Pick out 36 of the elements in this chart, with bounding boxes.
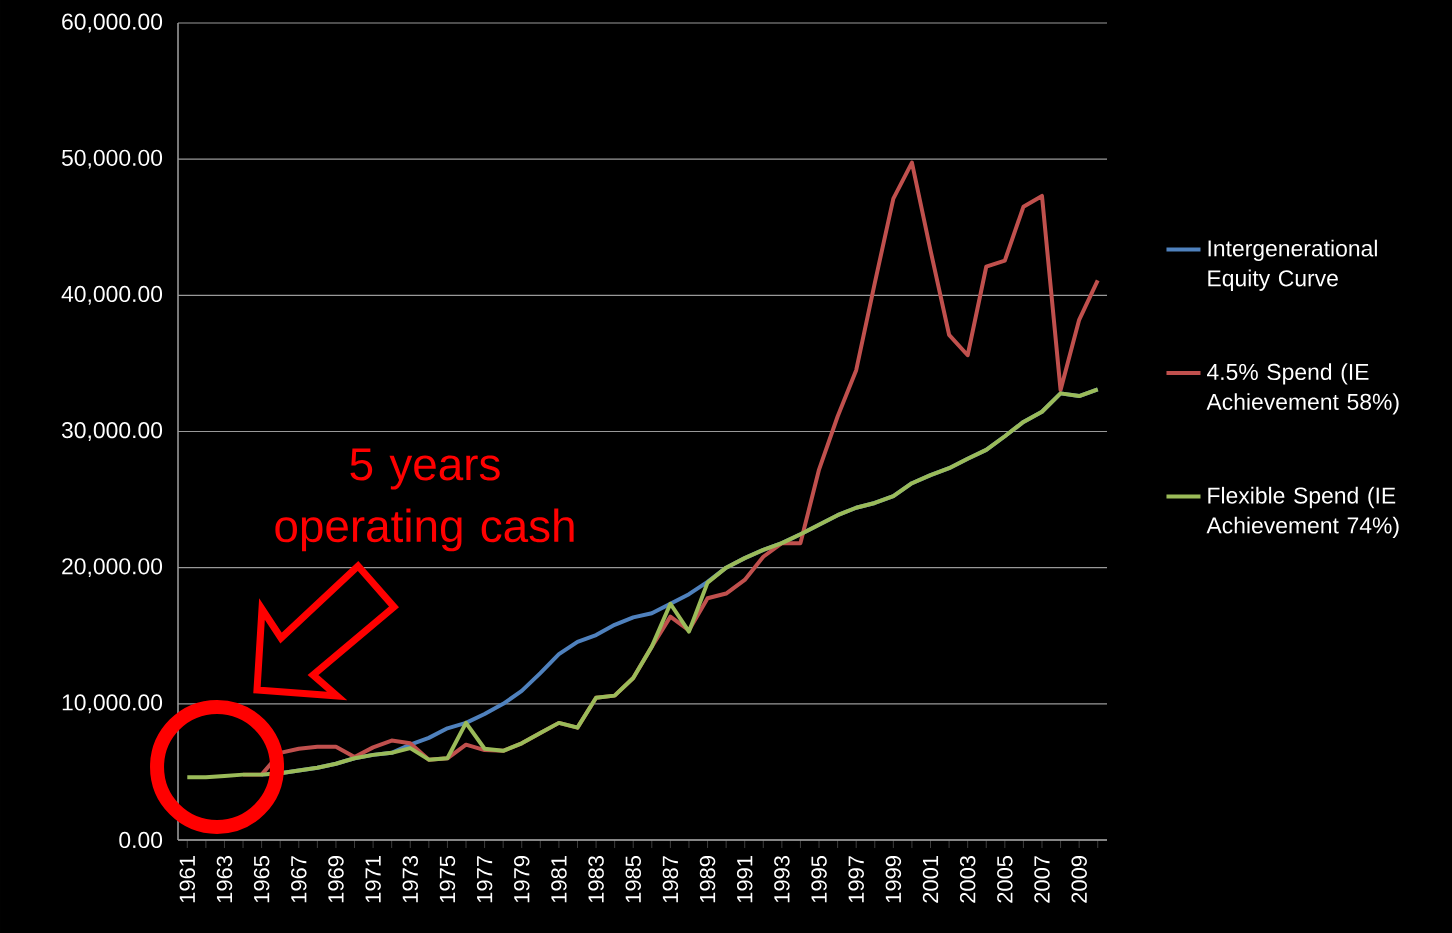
x-tick-label: 1971 xyxy=(365,856,381,903)
x-tick-label: 1963 xyxy=(216,856,233,903)
x-tick-label: 1997 xyxy=(848,856,864,903)
y-tick-label: 10,000.00 xyxy=(62,694,163,714)
y-tick-label: 50,000.00 xyxy=(61,149,163,169)
x-tick-label: 1965 xyxy=(253,855,270,903)
legend-label: Intergenerational Equity Curve xyxy=(1208,239,1377,291)
x-tick-label: 1961 xyxy=(179,856,196,903)
y-tick-label: 30,000.00 xyxy=(61,422,163,441)
y-tick-label: 0.00 xyxy=(119,831,163,849)
legend-label: Flexible Spend (IE Achievement 74%) xyxy=(1206,486,1399,539)
x-tick-label: 1995 xyxy=(811,855,827,903)
x-tick-label: 1969 xyxy=(328,856,344,903)
x-tick-label: 1975 xyxy=(439,855,456,903)
x-tick-label: 1987 xyxy=(662,856,679,903)
x-tick-label: 2001 xyxy=(922,856,939,903)
x-tick-label: 1999 xyxy=(885,856,902,903)
annotation: 5 years operating cash xyxy=(275,448,574,552)
legend-label: 4.5% Spend (IE Achievement 58%) xyxy=(1206,363,1399,415)
x-tick-label: 2003 xyxy=(959,856,976,903)
y-tick-label: 60,000.00 xyxy=(62,13,163,33)
y-tick-label: 20,000.00 xyxy=(62,558,163,578)
x-tick-label: 1985 xyxy=(625,855,641,903)
x-tick-label: 2005 xyxy=(997,855,1013,903)
x-tick-label: 2009 xyxy=(1071,856,1087,903)
x-tick-label: 1977 xyxy=(476,856,493,903)
x-tick-label: 1973 xyxy=(402,856,419,903)
y-tick-label: 40,000.00 xyxy=(61,285,163,305)
x-tick-label: 1979 xyxy=(514,856,530,903)
x-tick-label: 1981 xyxy=(551,856,567,903)
x-tick-label: 1989 xyxy=(699,856,716,903)
x-tick-label: 1991 xyxy=(736,856,753,903)
x-tick-label: 1993 xyxy=(774,856,790,903)
x-tick-label: 1983 xyxy=(588,856,604,903)
x-tick-label: 1967 xyxy=(291,856,307,903)
x-tick-label: 2007 xyxy=(1034,856,1050,903)
